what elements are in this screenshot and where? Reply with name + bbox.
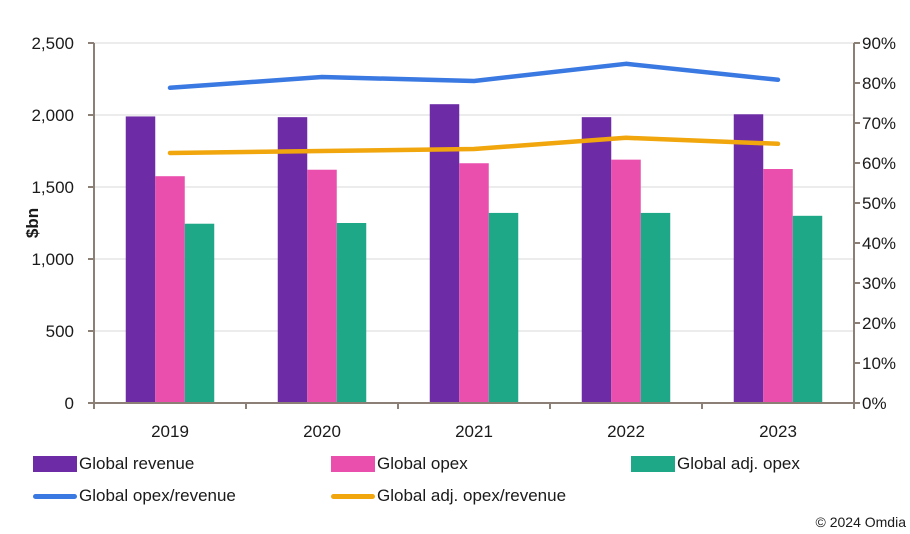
bar-global-revenue-2023 bbox=[733, 114, 764, 403]
legend-swatch-opex bbox=[331, 456, 375, 472]
y-tick-label-right: 50% bbox=[862, 194, 896, 213]
bar-global-opex-2020 bbox=[307, 169, 337, 403]
legend-item-global-adj-opex-revenue[interactable]: Global adj. opex/revenue bbox=[331, 486, 566, 506]
axes bbox=[88, 42, 860, 409]
tick-labels: 0 500 1,000 1,500 2,000 2,500 0% 10% 20% 30% 40% 50… bbox=[31, 34, 896, 441]
y-tick-label-right: 10% bbox=[862, 354, 896, 373]
legend-item-global-adj-opex[interactable]: Global adj. opex bbox=[631, 454, 800, 474]
y-tick-label-left: 1,500 bbox=[31, 178, 74, 197]
y-tick-label-right: 70% bbox=[862, 114, 896, 133]
bar-global-revenue-2022 bbox=[581, 117, 612, 403]
legend-item-global-opex-revenue[interactable]: Global opex/revenue bbox=[33, 486, 236, 506]
legend-label: Global adj. opex bbox=[677, 454, 800, 473]
legend-swatch-adj-opex-revenue bbox=[331, 493, 375, 499]
bar-global-revenue-2019 bbox=[125, 116, 156, 403]
copyright-notice: © 2024 Omdia bbox=[815, 514, 906, 530]
y-tick-label-left: 500 bbox=[46, 322, 74, 341]
y-tick-label-right: 60% bbox=[862, 154, 896, 173]
bar-global-adj-opex-2022 bbox=[640, 212, 671, 403]
x-tick-label: 2022 bbox=[607, 422, 645, 441]
x-tick-label: 2019 bbox=[151, 422, 189, 441]
x-tick-label: 2020 bbox=[303, 422, 341, 441]
y-tick-label-right: 40% bbox=[862, 234, 896, 253]
y-axis-title: $bn bbox=[23, 208, 42, 238]
x-tick-label: 2023 bbox=[759, 422, 797, 441]
lines bbox=[167, 61, 781, 156]
legend-label: Global opex/revenue bbox=[79, 486, 236, 505]
bar-global-revenue-2021 bbox=[429, 104, 460, 403]
y-tick-label-right: 30% bbox=[862, 274, 896, 293]
bar-global-adj-opex-2019 bbox=[184, 223, 215, 403]
bars bbox=[125, 104, 823, 403]
y-tick-label-right: 20% bbox=[862, 314, 896, 333]
y-tick-label-right: 90% bbox=[862, 34, 896, 53]
y-tick-label-left: 2,000 bbox=[31, 106, 74, 125]
bar-global-opex-2019 bbox=[155, 176, 185, 403]
bar-global-adj-opex-2021 bbox=[488, 212, 519, 403]
legend-item-global-revenue[interactable]: Global revenue bbox=[33, 454, 194, 474]
legend-label: Global adj. opex/revenue bbox=[377, 486, 567, 505]
bar-global-opex-2022 bbox=[611, 159, 641, 403]
y-tick-label-right: 80% bbox=[862, 74, 896, 93]
bar-global-revenue-2020 bbox=[277, 117, 308, 403]
legend: Global revenue Global opex Global adj. o… bbox=[0, 448, 910, 508]
y-tick-label-right: 0% bbox=[862, 394, 887, 413]
y-tick-label-left: 0 bbox=[65, 394, 74, 413]
legend-label: Global opex bbox=[377, 454, 468, 473]
legend-swatch-adj-opex bbox=[631, 456, 675, 472]
line-global-adj-opex-revenue bbox=[167, 135, 781, 156]
bar-global-adj-opex-2023 bbox=[792, 215, 823, 403]
bar-global-opex-2021 bbox=[459, 163, 489, 403]
line-global-opex-revenue bbox=[167, 61, 781, 91]
legend-swatch-opex-revenue bbox=[33, 493, 77, 499]
y-tick-label-left: 2,500 bbox=[31, 34, 74, 53]
legend-item-global-opex[interactable]: Global opex bbox=[331, 454, 468, 474]
bar-global-opex-2023 bbox=[763, 169, 793, 403]
legend-label: Global revenue bbox=[79, 454, 195, 473]
bar-global-adj-opex-2020 bbox=[336, 223, 367, 403]
y-tick-label-left: 1,000 bbox=[31, 250, 74, 269]
x-tick-label: 2021 bbox=[455, 422, 493, 441]
legend-swatch-revenue bbox=[33, 456, 77, 472]
